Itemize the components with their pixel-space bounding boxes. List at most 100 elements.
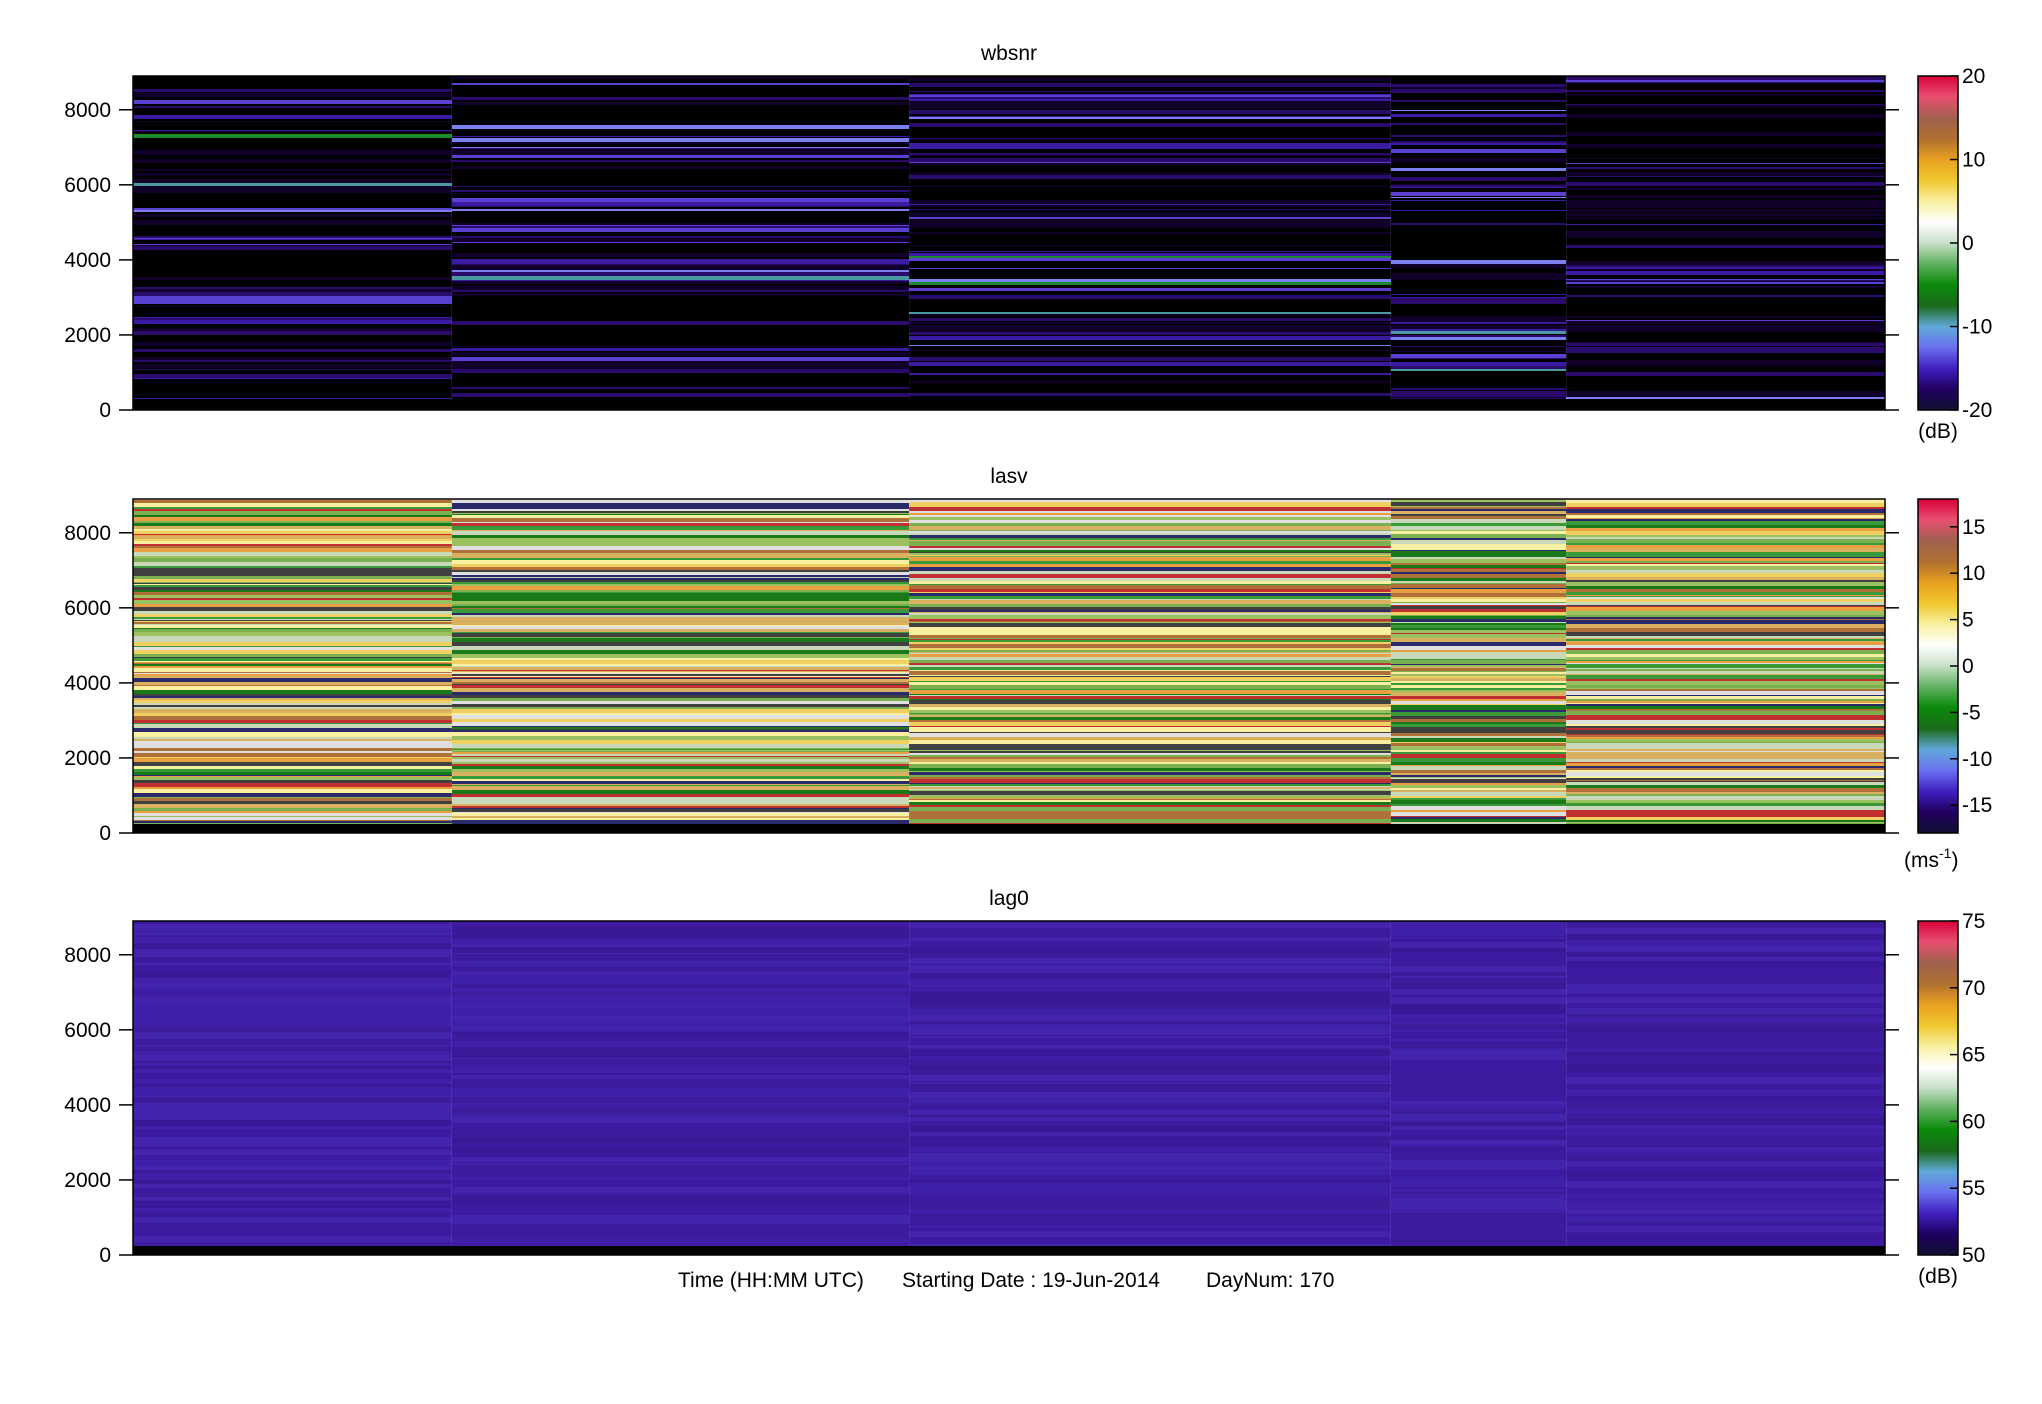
heatmap-stripe bbox=[1566, 555, 1885, 557]
heatmap-stripe bbox=[133, 1150, 452, 1151]
heatmap-stripe bbox=[451, 327, 910, 330]
heatmap-stripe bbox=[1390, 583, 1567, 584]
heatmap-stripe bbox=[1390, 812, 1567, 816]
heatmap-stripe bbox=[909, 175, 1391, 179]
time-label: Time (HH:MM UTC) bbox=[678, 1269, 864, 1292]
heatmap-stripe bbox=[133, 1066, 452, 1069]
heatmap-stripe bbox=[909, 210, 1391, 211]
heatmap-stripe bbox=[909, 713, 1391, 714]
heatmap-stripe bbox=[133, 694, 452, 696]
heatmap-stripe bbox=[1566, 749, 1885, 751]
heatmap-stripe bbox=[133, 969, 452, 971]
heatmap-stripe bbox=[133, 621, 452, 622]
heatmap-stripe bbox=[909, 368, 1391, 370]
heatmap-stripe bbox=[451, 1107, 910, 1110]
heatmap-stripe bbox=[909, 1039, 1391, 1043]
heatmap-stripe bbox=[451, 300, 910, 303]
heatmap-stripe bbox=[909, 306, 1391, 309]
heatmap-stripe bbox=[133, 1039, 452, 1045]
heatmap-stripe bbox=[1390, 936, 1567, 937]
heatmap-stripe bbox=[133, 1244, 452, 1246]
heatmap-stripe bbox=[1566, 104, 1885, 105]
heatmap-stripe bbox=[451, 344, 910, 346]
heatmap-stripe bbox=[1390, 746, 1567, 750]
heatmap-stripe bbox=[1390, 268, 1567, 269]
heatmap-stripe bbox=[451, 503, 910, 505]
heatmap-stripe bbox=[909, 335, 1391, 336]
heatmap-stripe bbox=[451, 341, 910, 344]
heatmap-stripe bbox=[451, 1021, 910, 1027]
heatmap-stripe bbox=[1566, 548, 1885, 552]
heatmap-stripe bbox=[1566, 657, 1885, 660]
heatmap-stripe bbox=[133, 658, 452, 661]
heatmap-stripe bbox=[1390, 93, 1567, 96]
heatmap-stripe bbox=[1566, 372, 1885, 376]
daynum-label: DayNum: 170 bbox=[1206, 1269, 1334, 1292]
heatmap-stripe bbox=[451, 927, 910, 933]
heatmap-stripe bbox=[133, 676, 452, 678]
heatmap-stripe bbox=[1566, 150, 1885, 154]
heatmap-stripe bbox=[133, 723, 452, 724]
heatmap-stripe bbox=[1390, 377, 1567, 378]
heatmap-stripe bbox=[133, 1092, 452, 1098]
heatmap-stripe bbox=[909, 136, 1391, 138]
heatmap-stripe bbox=[133, 703, 452, 705]
heatmap-stripe bbox=[909, 805, 1391, 807]
heatmap-stripe bbox=[133, 108, 452, 112]
heatmap-stripe bbox=[909, 370, 1391, 373]
heatmap-stripe bbox=[1566, 580, 1885, 582]
heatmap-stripe bbox=[1390, 138, 1567, 139]
heatmap-stripe bbox=[133, 1147, 452, 1148]
heatmap-stripe bbox=[909, 1009, 1391, 1015]
heatmap-stripe bbox=[909, 1218, 1391, 1220]
heatmap-stripe bbox=[451, 754, 910, 756]
heatmap-stripe bbox=[133, 263, 452, 267]
y-tick-label: 4000 bbox=[64, 249, 111, 272]
heatmap-stripe bbox=[909, 1139, 1391, 1143]
heatmap-stripe bbox=[1390, 291, 1567, 294]
heatmap-stripe bbox=[1390, 289, 1567, 291]
heatmap-stripe bbox=[451, 730, 910, 731]
heatmap-stripe bbox=[1390, 1120, 1567, 1122]
heatmap-stripe bbox=[133, 957, 452, 962]
heatmap-stripe bbox=[1566, 1036, 1885, 1038]
heatmap-stripe bbox=[1566, 1141, 1885, 1145]
heatmap-stripe bbox=[133, 173, 452, 176]
heatmap-stripe bbox=[1566, 122, 1885, 124]
heatmap-stripe bbox=[133, 1018, 452, 1021]
heatmap-stripe bbox=[451, 253, 910, 257]
heatmap-stripe bbox=[1566, 384, 1885, 388]
heatmap-stripe bbox=[133, 1170, 452, 1171]
heatmap-stripe bbox=[1390, 646, 1567, 650]
heatmap-stripe bbox=[1390, 602, 1567, 603]
heatmap-stripe bbox=[1566, 818, 1885, 820]
y-tick-label: 4000 bbox=[64, 1094, 111, 1117]
heatmap-stripe bbox=[133, 541, 452, 544]
heatmap-stripe bbox=[451, 575, 910, 577]
heatmap-stripe bbox=[451, 116, 910, 119]
heatmap-stripe bbox=[133, 751, 452, 753]
heatmap-stripe bbox=[133, 1212, 452, 1217]
heatmap-stripe bbox=[1566, 796, 1885, 800]
heatmap-stripe bbox=[1390, 236, 1567, 238]
heatmap-stripe bbox=[1390, 89, 1567, 93]
heatmap-stripe bbox=[1390, 162, 1567, 163]
heatmap-stripe bbox=[1390, 972, 1567, 976]
heatmap-stripe bbox=[133, 222, 452, 225]
heatmap-stripe bbox=[1566, 509, 1885, 513]
heatmap-stripe bbox=[1390, 1018, 1567, 1021]
heatmap-stripe bbox=[133, 1130, 452, 1132]
heatmap-stripe bbox=[909, 234, 1391, 236]
heatmap-stripe bbox=[1390, 280, 1567, 283]
heatmap-stripe bbox=[1566, 782, 1885, 785]
heatmap-stripe bbox=[1390, 1032, 1567, 1037]
heatmap-stripe bbox=[133, 757, 452, 758]
heatmap-stripe bbox=[1566, 329, 1885, 332]
heatmap-stripe bbox=[451, 113, 910, 116]
heatmap-stripe bbox=[451, 142, 910, 144]
heatmap-stripe bbox=[1566, 86, 1885, 90]
heatmap-stripe bbox=[133, 307, 452, 311]
heatmap-stripe bbox=[909, 1024, 1391, 1027]
heatmap-stripe bbox=[133, 280, 452, 283]
heatmap-stripe bbox=[909, 1035, 1391, 1036]
